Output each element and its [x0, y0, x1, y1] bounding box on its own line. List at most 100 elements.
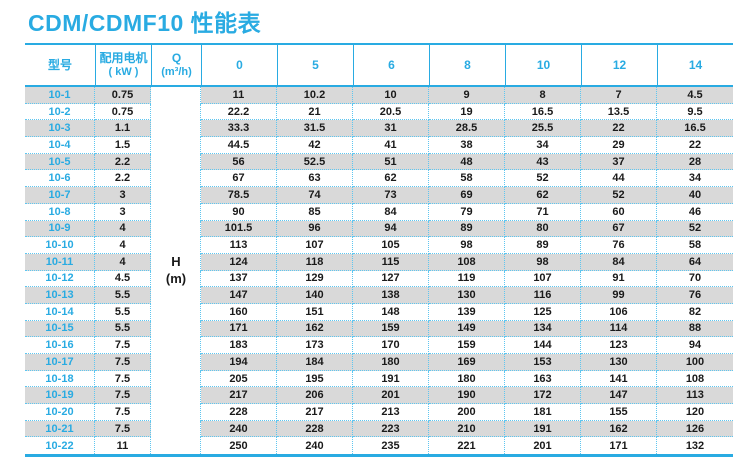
head-column-spacer-cell	[151, 203, 201, 221]
motor-kw-cell: 3	[95, 203, 151, 221]
head-value-cell: 160	[201, 303, 277, 321]
table-row: 10-3 1.1 33.3 31.5 31 28.5 25.5 22 16.5	[25, 120, 733, 138]
motor-kw-cell: 7.5	[95, 404, 151, 421]
head-value-cell: 22.2	[201, 103, 277, 121]
head-value-cell: 8	[505, 87, 581, 104]
table-row: 10-7 3 78.5 74 73 69 62 52 40	[25, 187, 733, 204]
head-column-spacer-cell	[151, 103, 201, 121]
head-value-cell: 123	[581, 337, 657, 354]
model-cell: 10-9	[25, 220, 95, 238]
head-value-cell: 10	[353, 87, 429, 104]
model-cell: 10-21	[25, 420, 95, 438]
model-cell: 10-19	[25, 387, 95, 405]
head-value-cell: 130	[429, 287, 505, 304]
head-column-spacer-cell	[151, 370, 201, 388]
head-value-cell: 41	[353, 137, 429, 154]
head-value-cell: 10.2	[277, 87, 353, 104]
head-value-cell: 91	[581, 270, 657, 288]
head-value-cell: 217	[277, 404, 353, 421]
head-value-cell: 43	[505, 153, 581, 171]
head-column-spacer-cell	[151, 187, 201, 204]
head-value-cell: 217	[201, 387, 277, 405]
head-value-cell: 105	[353, 237, 429, 254]
head-value-cell: 113	[657, 387, 733, 405]
head-value-cell: 155	[581, 404, 657, 421]
head-value-cell: 221	[429, 437, 505, 455]
head-value-cell: 73	[353, 187, 429, 204]
table-body: H (m) 10-1 0.75 11 10.2 10 9 8 7 4.5 10-2 0.75 22.2…	[25, 87, 733, 455]
head-value-cell: 40	[657, 187, 733, 204]
head-column-spacer-cell	[151, 220, 201, 238]
head-value-cell: 151	[277, 303, 353, 321]
header-q-line1: Q	[171, 50, 182, 65]
head-value-cell: 191	[505, 420, 581, 438]
head-value-cell: 48	[429, 153, 505, 171]
head-value-cell: 223	[353, 420, 429, 438]
motor-kw-cell: 4	[95, 237, 151, 254]
head-value-cell: 9	[429, 87, 505, 104]
model-cell: 10-11	[25, 253, 95, 271]
head-value-cell: 71	[505, 203, 581, 221]
model-cell: 10-12	[25, 270, 95, 288]
head-value-cell: 147	[201, 287, 277, 304]
table-row: 10-21 7.5 240 228 223 210 191 162 126	[25, 420, 733, 438]
head-value-cell: 240	[277, 437, 353, 455]
head-value-cell: 113	[201, 237, 277, 254]
head-value-cell: 228	[201, 404, 277, 421]
model-cell: 10-16	[25, 337, 95, 354]
head-value-cell: 94	[657, 337, 733, 354]
head-value-cell: 96	[277, 220, 353, 238]
model-cell: 10-10	[25, 237, 95, 254]
head-value-cell: 144	[505, 337, 581, 354]
head-value-cell: 76	[581, 237, 657, 254]
head-value-cell: 11	[201, 87, 277, 104]
head-value-cell: 191	[353, 370, 429, 388]
head-value-cell: 85	[277, 203, 353, 221]
head-value-cell: 127	[353, 270, 429, 288]
head-value-cell: 25.5	[505, 120, 581, 138]
header-q-line2: (m³/h)	[161, 65, 192, 78]
motor-kw-cell: 2.2	[95, 153, 151, 171]
head-value-cell: 31	[353, 120, 429, 138]
head-value-cell: 108	[657, 371, 733, 388]
head-value-cell: 147	[581, 387, 657, 405]
head-column-spacer-cell	[151, 387, 201, 405]
head-value-cell: 16.5	[505, 103, 581, 121]
head-value-cell: 205	[201, 370, 277, 388]
head-value-cell: 162	[277, 320, 353, 338]
head-value-cell: 107	[277, 237, 353, 254]
head-column-spacer-cell	[151, 404, 201, 421]
head-value-cell: 94	[353, 220, 429, 238]
header-motor-line2: ( kW )	[108, 65, 139, 78]
head-value-cell: 52	[505, 170, 581, 188]
head-value-cell: 153	[505, 354, 581, 371]
head-value-cell: 42	[277, 137, 353, 154]
table-row: 10-4 1.5 44.5 42 41 38 34 29 22	[25, 137, 733, 154]
head-value-cell: 34	[505, 137, 581, 154]
header-motor-line1: 配用电机	[99, 50, 148, 65]
head-value-cell: 137	[201, 270, 277, 288]
head-value-cell: 141	[581, 370, 657, 388]
head-value-cell: 169	[429, 354, 505, 371]
head-value-cell: 134	[505, 320, 581, 338]
model-cell: 10-2	[25, 103, 95, 121]
header-flow-0: 0	[201, 45, 277, 85]
motor-kw-cell: 4	[95, 220, 151, 238]
head-value-cell: 213	[353, 404, 429, 421]
table-row: 10-13 5.5 147 140 138 130 116 99 76	[25, 287, 733, 304]
head-value-cell: 115	[353, 253, 429, 271]
head-value-cell: 67	[581, 220, 657, 238]
head-value-cell: 159	[353, 320, 429, 338]
header-motor-power: 配用电机 ( kW )	[95, 45, 151, 85]
model-cell: 10-5	[25, 153, 95, 171]
head-value-cell: 22	[581, 120, 657, 138]
head-value-cell: 99	[581, 287, 657, 304]
table-row: 10-10 4 113 107 105 98 89 76 58	[25, 237, 733, 254]
head-column-spacer-cell	[151, 137, 201, 154]
head-column-spacer-cell	[151, 270, 201, 288]
head-value-cell: 129	[277, 270, 353, 288]
head-value-cell: 201	[353, 387, 429, 405]
head-value-cell: 114	[581, 320, 657, 338]
head-value-cell: 74	[277, 187, 353, 204]
head-value-cell: 250	[201, 437, 277, 455]
